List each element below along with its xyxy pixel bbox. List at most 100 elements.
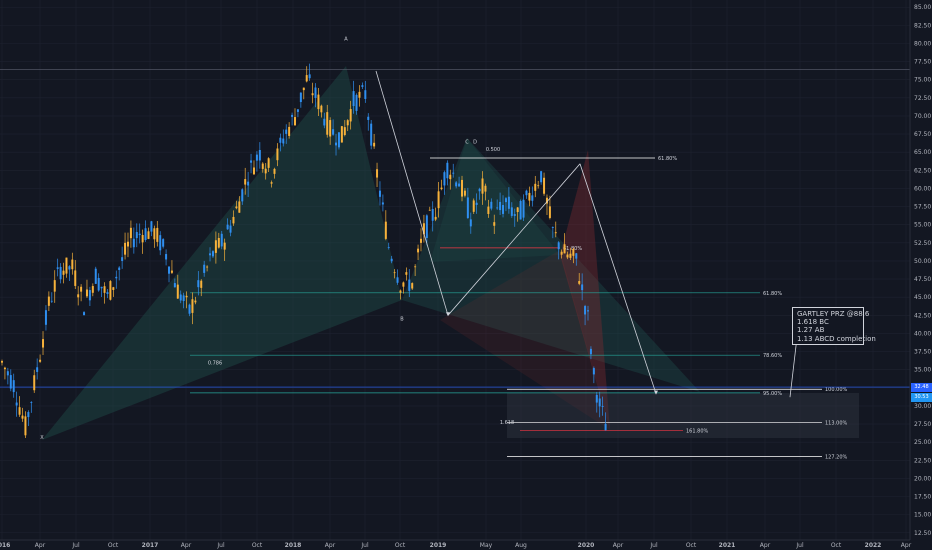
- candle-body: [30, 402, 33, 403]
- gartley-annotation: GARTLEY PRZ @88.6 1.618 BC 1.27 AB 1.13 …: [792, 307, 876, 345]
- pattern-label: 0.786: [208, 361, 222, 367]
- candle-body: [252, 167, 255, 175]
- candle-body: [9, 375, 12, 389]
- candle-body: [548, 206, 551, 218]
- candle-body: [443, 172, 446, 186]
- candle-body: [522, 199, 525, 218]
- y-tick-label: 35.00: [914, 367, 931, 374]
- y-tick-label: 37.50: [914, 349, 931, 356]
- candle-body: [534, 183, 537, 191]
- x-tick-label: 2018: [285, 542, 302, 549]
- candle-body: [554, 232, 557, 234]
- candle-body: [405, 272, 408, 275]
- candle-body: [238, 201, 241, 213]
- candle-body: [367, 116, 370, 120]
- candle-body: [434, 216, 437, 220]
- candle-body: [206, 266, 209, 268]
- candle-body: [475, 202, 478, 205]
- candle-body: [97, 277, 100, 291]
- x-tick-label: Apr: [181, 542, 192, 549]
- x-tick-label: Jul: [360, 542, 369, 549]
- candle-body: [519, 201, 522, 220]
- candle-body: [589, 348, 592, 355]
- candle-body: [373, 142, 376, 147]
- candle-body: [282, 138, 285, 144]
- y-tick-label: 52.50: [914, 240, 931, 247]
- arrow-head: [654, 390, 658, 395]
- candle-body: [563, 244, 566, 254]
- candle-body: [138, 233, 141, 236]
- candle-body: [47, 296, 50, 306]
- candle-body: [411, 283, 414, 289]
- candle-body: [469, 219, 472, 227]
- x-tick-label: 2019: [430, 542, 447, 549]
- candle-body: [294, 117, 296, 126]
- y-tick-label: 45.00: [914, 294, 931, 301]
- candle-body: [490, 201, 493, 209]
- pattern-label: X: [40, 435, 44, 441]
- candle-body: [419, 238, 422, 243]
- candle-body: [452, 172, 455, 174]
- candle-body: [170, 270, 173, 273]
- candle-body: [94, 268, 97, 284]
- candle-body: [250, 160, 253, 163]
- y-tick-label: 47.50: [914, 276, 931, 283]
- candle-body: [80, 286, 83, 292]
- candle-body: [425, 215, 428, 238]
- fib-level-label: 95.00%: [763, 391, 782, 397]
- pattern-label: A: [344, 37, 348, 43]
- pattern-label: B: [400, 316, 404, 322]
- candle-body: [27, 412, 30, 418]
- candle-body: [364, 90, 367, 99]
- x-tick-label: Jul: [795, 542, 804, 549]
- candle-body: [53, 280, 56, 292]
- pattern-triangle: [440, 250, 610, 430]
- candle-body: [226, 224, 229, 230]
- fib-level-label: 113.00%: [825, 421, 847, 427]
- candle-body: [361, 85, 364, 87]
- candle-body: [255, 154, 258, 161]
- candle-body: [525, 190, 528, 196]
- candle-body: [311, 93, 314, 96]
- x-tick-label: Oct: [108, 542, 119, 549]
- candle-body: [537, 185, 540, 187]
- x-tick-label: Jul: [71, 542, 80, 549]
- candle-body: [162, 239, 165, 247]
- y-tick-label: 67.50: [914, 131, 931, 138]
- candle-body: [332, 129, 335, 135]
- candle-body: [299, 92, 302, 103]
- candle-body: [376, 169, 379, 178]
- pattern-triangle: [560, 150, 610, 430]
- candle-body: [223, 242, 226, 250]
- candle-body: [24, 416, 27, 436]
- candle-body: [285, 129, 288, 134]
- candle-body: [244, 179, 247, 185]
- candle-body: [370, 123, 373, 146]
- y-tick-label: 40.00: [914, 330, 931, 337]
- candle-body: [358, 91, 361, 98]
- candle-body: [592, 368, 595, 375]
- candle-body: [455, 182, 458, 187]
- candle-body: [197, 280, 200, 288]
- candle-body: [126, 241, 129, 247]
- candle-body: [135, 232, 138, 239]
- candle-body: [168, 266, 171, 274]
- candle-body: [428, 209, 431, 211]
- x-tick-label: Apr: [760, 542, 771, 549]
- candle-body: [335, 142, 338, 146]
- y-tick-label: 82.50: [914, 22, 931, 29]
- prz-zone: [507, 393, 859, 438]
- candle-body: [296, 109, 299, 112]
- candle-body: [510, 207, 513, 216]
- y-tick-label: 25.00: [914, 439, 931, 446]
- candle-body: [531, 195, 534, 201]
- candle-body: [458, 183, 461, 187]
- candle-body: [378, 190, 381, 197]
- candle-body: [74, 270, 77, 286]
- x-tick-label: Oct: [831, 542, 842, 549]
- candle-body: [346, 120, 349, 126]
- candle-body: [85, 289, 88, 297]
- candle-body: [33, 375, 36, 391]
- candle-body: [6, 371, 9, 376]
